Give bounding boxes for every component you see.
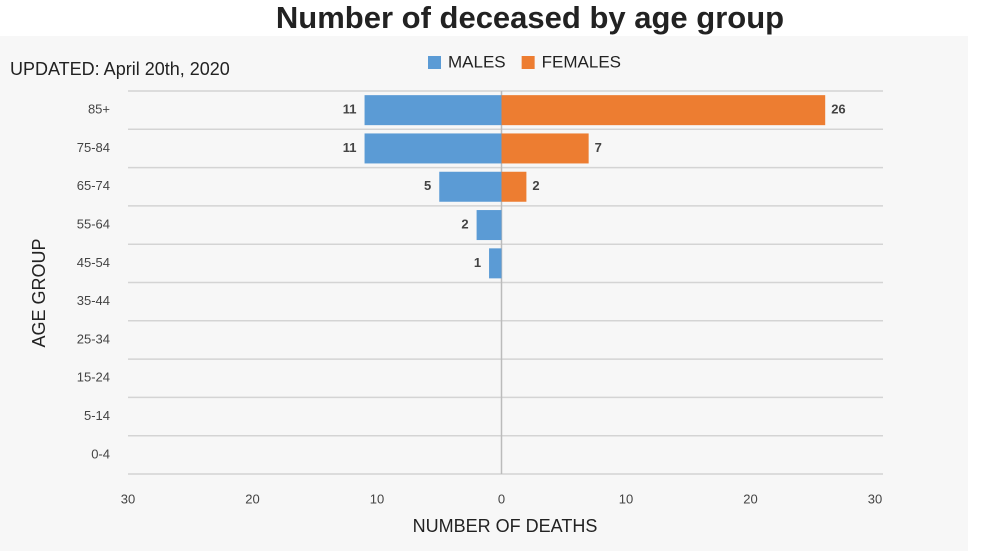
y-axis-label: AGE GROUP [29, 238, 49, 347]
bar [364, 133, 502, 164]
y-tick-label: 0-4 [91, 446, 110, 461]
value-label: 2 [532, 178, 539, 193]
value-label: 11 [343, 102, 357, 117]
y-tick-label: 45-54 [77, 255, 110, 270]
bar [439, 171, 502, 202]
value-label: 5 [424, 178, 431, 193]
legend-label: FEMALES [542, 52, 621, 71]
annotation: UPDATED: April 20th, 2020 [10, 59, 230, 79]
y-tick-label: 35-44 [77, 293, 110, 308]
x-tick-label: 10 [370, 491, 384, 506]
chart-title: Number of deceased by age group [276, 0, 784, 35]
value-label: 7 [595, 140, 602, 155]
x-axis-label: NUMBER OF DEATHS [413, 516, 598, 536]
y-tick-label: 25-34 [77, 331, 110, 346]
bar [489, 248, 502, 279]
legend-label: MALES [448, 52, 506, 71]
value-label: 26 [831, 102, 845, 117]
bar [364, 95, 502, 126]
bar [501, 171, 527, 202]
x-tick-label: 30 [868, 491, 882, 506]
value-label: 11 [343, 140, 357, 155]
y-tick-label: 85+ [88, 102, 110, 117]
bar [501, 133, 589, 164]
value-label: 1 [474, 255, 481, 270]
y-tick-label: 15-24 [77, 370, 110, 385]
x-tick-label: 10 [619, 491, 633, 506]
bar [476, 210, 502, 241]
value-label: 2 [461, 216, 468, 231]
legend-swatch [428, 56, 441, 69]
x-tick-label: 30 [121, 491, 135, 506]
x-tick-label: 20 [245, 491, 259, 506]
y-tick-label: 55-64 [77, 216, 110, 231]
x-tick-label: 20 [743, 491, 757, 506]
y-tick-label: 65-74 [77, 178, 110, 193]
legend-swatch [521, 56, 535, 69]
y-tick-label: 5-14 [84, 408, 110, 423]
x-tick-label: 0 [498, 491, 505, 506]
bar [501, 95, 826, 126]
y-tick-label: 75-84 [77, 140, 110, 155]
